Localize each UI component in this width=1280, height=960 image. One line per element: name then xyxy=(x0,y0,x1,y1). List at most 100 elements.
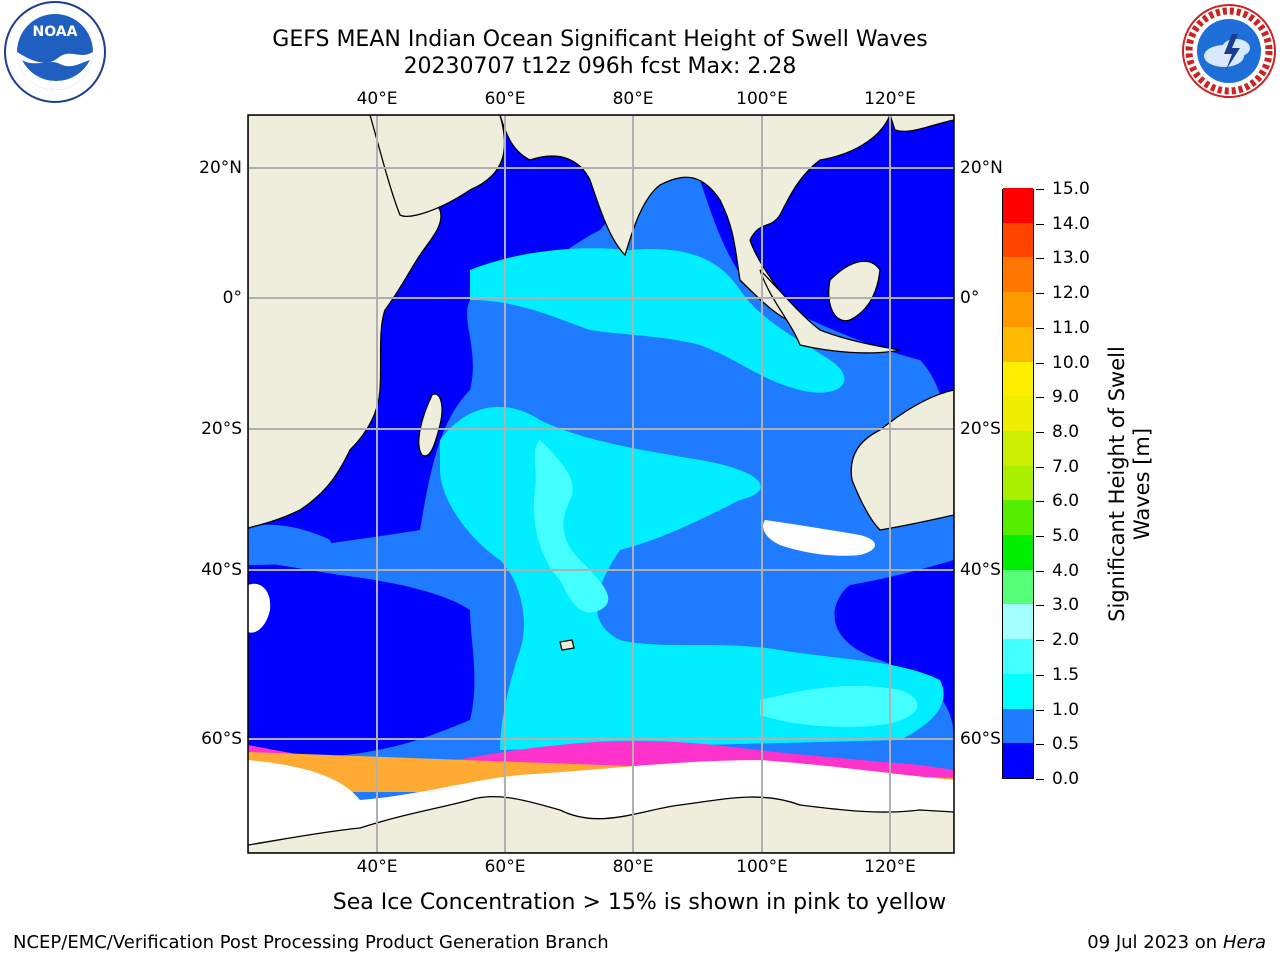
colorbar-segment xyxy=(1003,361,1033,397)
colorbar-segment xyxy=(1003,673,1033,709)
lat-tick-left-60s: 60°S xyxy=(201,729,242,749)
colorbar-tick-label: 12.0 xyxy=(1052,283,1090,304)
colorbar xyxy=(1002,187,1034,779)
colorbar-title-line1: Significant Height of Swell xyxy=(1105,346,1129,622)
lon-tick-top-40e: 40°E xyxy=(356,89,398,109)
colorbar-tick-label: 4.0 xyxy=(1052,560,1080,581)
noaa-logo-icon: NOAA xyxy=(4,1,106,103)
colorbar-segment xyxy=(1003,534,1033,570)
colorbar-tick-label: 8.0 xyxy=(1052,421,1080,442)
chart-title: GEFS MEAN Indian Ocean Significant Heigh… xyxy=(272,27,928,52)
colorbar-tick xyxy=(1036,779,1044,780)
colorbar-tick-label: 2.0 xyxy=(1052,630,1080,651)
sea-ice-footnote: Sea Ice Concentration > 15% is shown in … xyxy=(332,890,947,915)
colorbar-tick-label: 0.5 xyxy=(1052,734,1080,755)
noaa-logo-text: NOAA xyxy=(33,24,78,40)
colorbar-tick xyxy=(1036,431,1044,433)
colorbar-title-line2: Waves [m] xyxy=(1130,427,1154,541)
colorbar-tick-label: 13.0 xyxy=(1052,248,1090,269)
colorbar-tick-label: 6.0 xyxy=(1052,491,1080,512)
lat-tick-left-0: 0° xyxy=(222,288,242,308)
colorbar-segment xyxy=(1003,291,1033,327)
lat-tick-right-20s: 20°S xyxy=(960,419,1001,439)
colorbar-segment xyxy=(1003,465,1033,501)
colorbar-tick xyxy=(1036,397,1044,399)
colorbar-tick xyxy=(1036,327,1044,329)
chart-subtitle: 20230707 t12z 096h fcst Max: 2.28 xyxy=(403,54,797,79)
colorbar-segment xyxy=(1003,604,1033,640)
colorbar-segment xyxy=(1003,187,1033,223)
land-indonesia xyxy=(759,269,901,354)
colorbar-segment xyxy=(1003,743,1033,778)
colorbar-tick xyxy=(1036,709,1044,711)
colorbar-tick xyxy=(1036,223,1044,225)
land-antarctica xyxy=(248,796,954,853)
colorbar-tick xyxy=(1036,674,1044,676)
credit-branch: NCEP/EMC/Verification Post Processing Pr… xyxy=(13,932,609,953)
land-australia xyxy=(850,389,954,531)
colorbar-segment xyxy=(1003,500,1033,536)
colorbar-tick xyxy=(1036,640,1044,642)
credit-host: Hera xyxy=(1222,932,1266,953)
colorbar-tick xyxy=(1036,744,1044,746)
colorbar-segment xyxy=(1003,222,1033,258)
colorbar-segment xyxy=(1003,326,1033,362)
lat-tick-left-20s: 20°S xyxy=(201,419,242,439)
lat-tick-right-0: 0° xyxy=(960,288,980,308)
lat-tick-right-40s: 40°S xyxy=(960,560,1001,580)
colorbar-tick xyxy=(1036,258,1044,260)
swell-band-1.0-1.5-north xyxy=(470,248,845,393)
swell-band-1.5-2.0-east xyxy=(760,685,918,727)
colorbar-tick xyxy=(1036,189,1044,190)
no-data-region-west xyxy=(248,583,271,633)
colorbar-tick xyxy=(1036,466,1044,468)
lon-tick-top-80e: 80°E xyxy=(612,89,654,109)
lat-tick-right-20n: 20°N xyxy=(960,158,1003,178)
colorbar-segment xyxy=(1003,638,1033,674)
colorbar-tick-label: 1.5 xyxy=(1052,664,1080,685)
colorbar-tick-label: 5.0 xyxy=(1052,526,1080,547)
colorbar-tick xyxy=(1036,536,1044,538)
credit-date: 09 Jul 2023 on xyxy=(1087,932,1223,953)
map-border xyxy=(247,114,955,854)
lat-tick-right-60s: 60°S xyxy=(960,729,1001,749)
lon-tick-bottom-60e: 60°E xyxy=(484,857,526,877)
land-arabia xyxy=(369,115,506,217)
colorbar-segment xyxy=(1003,430,1033,466)
colorbar-tick xyxy=(1036,293,1044,295)
swell-band-0.5-1.0-west xyxy=(248,524,332,565)
colorbar-tick-label: 9.0 xyxy=(1052,387,1080,408)
lon-tick-top-100e: 100°E xyxy=(736,89,788,109)
lon-tick-top-60e: 60°E xyxy=(484,89,526,109)
land-africa xyxy=(248,115,442,529)
colorbar-segment xyxy=(1003,708,1033,744)
colorbar-tick xyxy=(1036,605,1044,607)
colorbar-tick-label: 1.0 xyxy=(1052,699,1080,720)
land-kerguelen xyxy=(559,639,575,651)
colorbar-tick-label: 15.0 xyxy=(1052,179,1090,199)
lon-tick-bottom-80e: 80°E xyxy=(612,857,654,877)
colorbar-tick xyxy=(1036,501,1044,503)
lon-tick-bottom-40e: 40°E xyxy=(356,857,398,877)
lon-tick-bottom-100e: 100°E xyxy=(736,857,788,877)
colorbar-segment xyxy=(1003,395,1033,431)
colorbar-tick-label: 0.0 xyxy=(1052,769,1080,789)
land-borneo xyxy=(828,260,881,322)
colorbar-tick-label: 11.0 xyxy=(1052,317,1090,338)
no-data-region xyxy=(763,520,875,556)
colorbar-tick xyxy=(1036,362,1044,364)
colorbar-tick-label: 14.0 xyxy=(1052,213,1090,234)
colorbar-tick-label: 7.0 xyxy=(1052,456,1080,477)
colorbar-tick-label: 3.0 xyxy=(1052,595,1080,616)
lon-tick-bottom-120e: 120°E xyxy=(864,857,916,877)
nws-logo-icon xyxy=(1182,4,1276,98)
colorbar-segment xyxy=(1003,569,1033,605)
lat-tick-left-20n: 20°N xyxy=(199,158,242,178)
grid-lines xyxy=(248,115,954,853)
colorbar-tick xyxy=(1036,570,1044,572)
colorbar-segment xyxy=(1003,257,1033,293)
lat-tick-left-40s: 40°S xyxy=(201,560,242,580)
credit-date-host: 09 Jul 2023 on Hera xyxy=(1087,932,1266,953)
colorbar-title: Significant Height of Swell Waves [m] xyxy=(1105,319,1155,649)
